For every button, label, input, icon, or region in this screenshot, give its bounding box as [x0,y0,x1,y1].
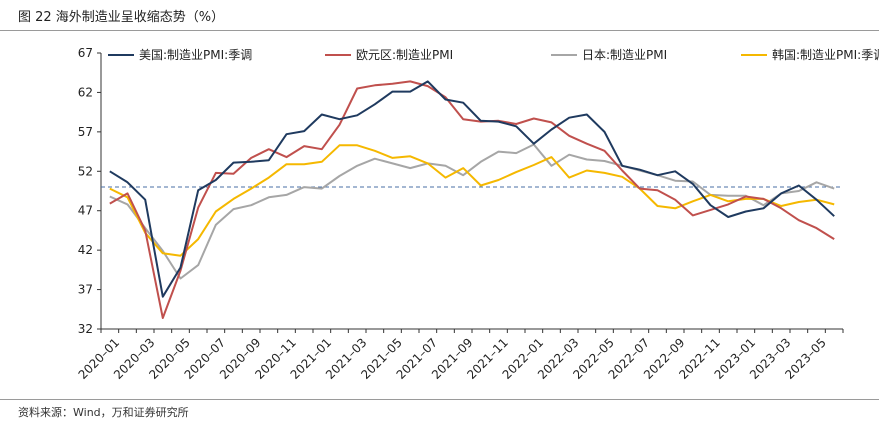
bottom-rule [0,399,879,400]
figure-caption: 图 22 海外制造业呈收缩态势（%） [18,10,225,25]
legend-label-0: 美国:制造业PMI:季调 [139,48,252,62]
y-tick-label: 47 [78,204,93,218]
y-tick-label: 52 [78,164,93,178]
legend: 美国:制造业PMI:季调 欧元区:制造业PMI 日本:制造业PMI 韩国:制造业PMI… [108,47,879,62]
legend-label-1: 欧元区:制造业PMI [356,48,453,62]
y-tick-label: 37 [78,283,93,297]
series-line-2 [109,143,835,280]
series-lines [109,80,835,319]
legend-label-2: 日本:制造业PMI [582,48,667,62]
y-tick-label: 57 [78,125,93,139]
series-line-0 [109,80,835,298]
source-note: 资料来源：Wind，万和证券研究所 [18,406,189,419]
y-tick-label: 67 [78,46,93,60]
y-tick-label: 42 [78,243,93,257]
y-tick-label: 32 [78,322,93,336]
legend-label-3: 韩国:制造业PMI:季调 [772,47,879,62]
top-rule [0,30,879,31]
series-line-1 [109,80,835,319]
y-tick-label: 62 [78,85,93,99]
y-axis: 32 37 42 47 52 57 62 67 [78,46,102,336]
series-line-3 [109,144,835,257]
x-axis: 2020–012020–032020–052020–072020–092020–… [76,328,844,382]
